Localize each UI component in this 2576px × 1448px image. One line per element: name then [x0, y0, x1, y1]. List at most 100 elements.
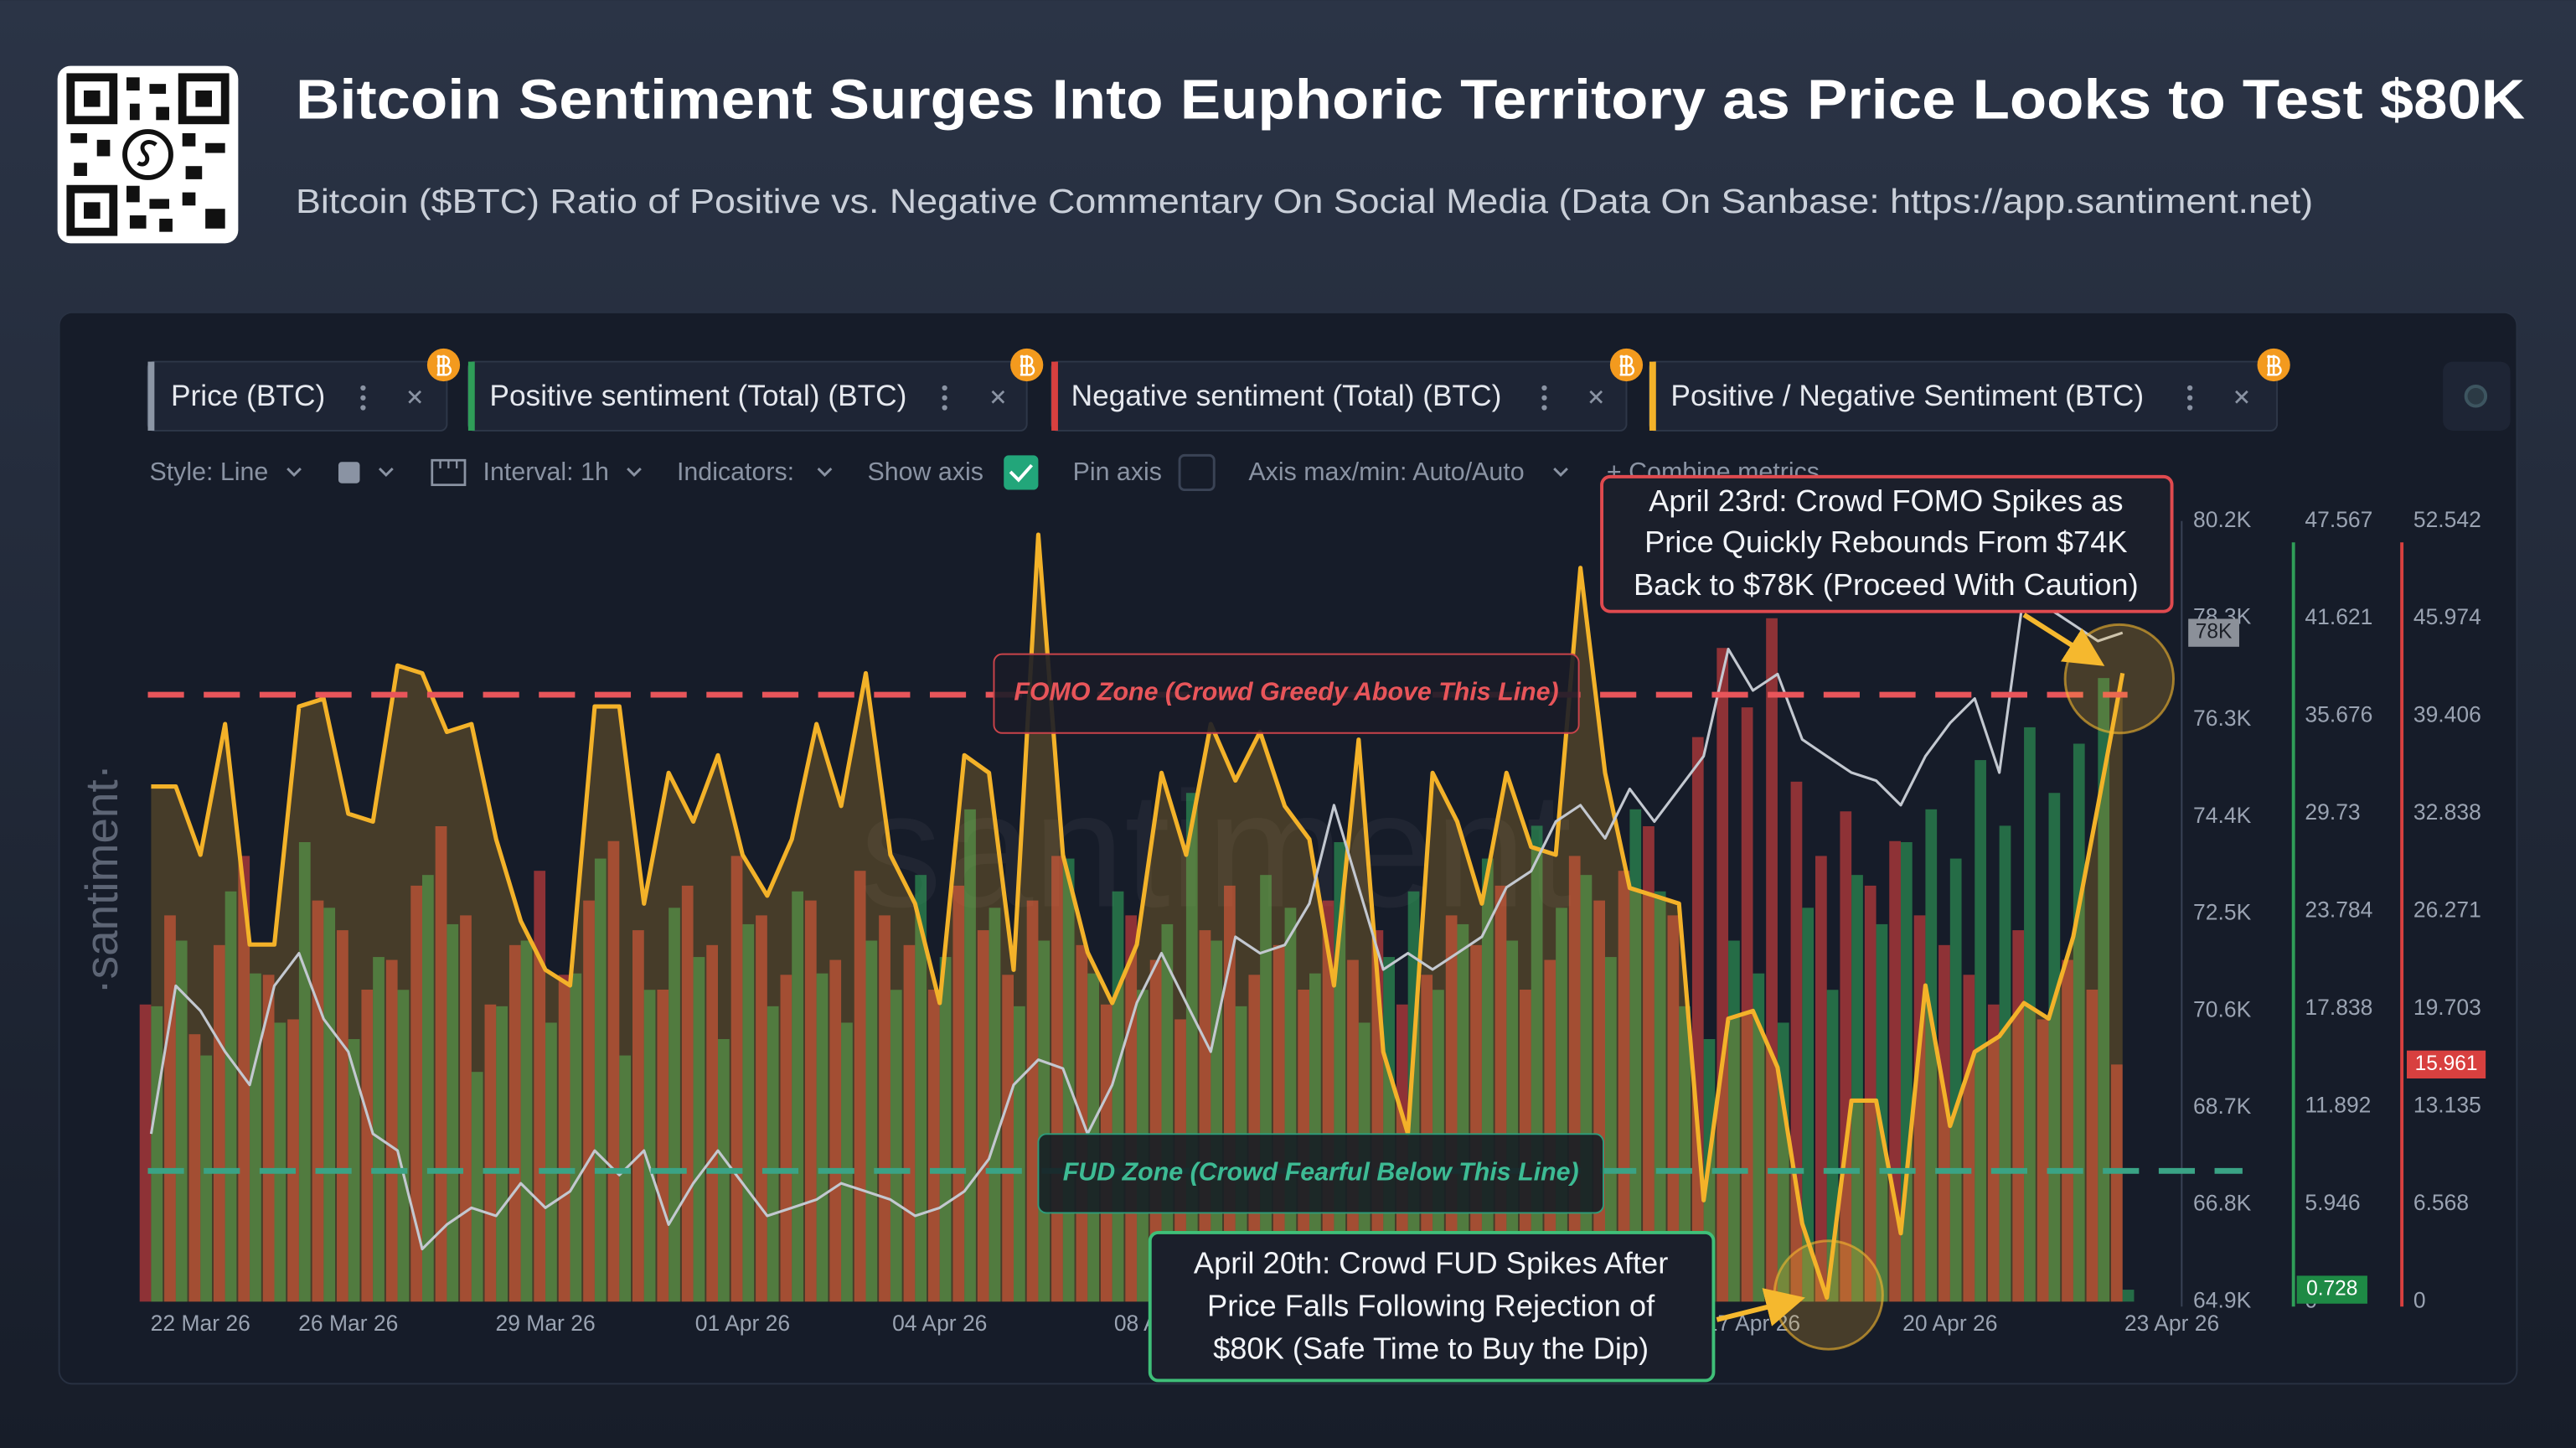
- x-tick-label: 20 Apr 26: [1902, 1311, 1997, 1336]
- price-tick-label: 74.4K: [2193, 803, 2252, 828]
- chip-label[interactable]: Positive / Negative Sentiment (BTC): [1670, 380, 2144, 412]
- fud-label: FUD Zone (Crowd Fearful Below This Line): [1063, 1157, 1579, 1186]
- show-axis-label[interactable]: Show axis: [867, 458, 983, 486]
- bar: [1949, 858, 1962, 1302]
- bar: [484, 1004, 497, 1302]
- toggle-button[interactable]: [2443, 361, 2511, 431]
- bar: [2086, 990, 2098, 1302]
- bar: [1925, 809, 1938, 1302]
- bar: [657, 990, 669, 1302]
- show-axis-checkbox[interactable]: [1004, 455, 1039, 490]
- color-swatch[interactable]: [338, 462, 360, 484]
- price-line: [149, 590, 2124, 1251]
- callout-line: $80K (Safe Time to Buy the Dip): [1213, 1332, 1649, 1366]
- bar: [287, 1019, 299, 1302]
- positive-tick-label: 47.567: [2305, 507, 2372, 532]
- axis-range-control[interactable]: Axis max/min: Auto/Auto: [1248, 458, 1524, 486]
- bar: [534, 871, 546, 1302]
- bar: [447, 923, 459, 1302]
- callout-fomo: April 23rd: Crowd FOMO Spikes as Price Q…: [1600, 474, 2174, 613]
- chip-label[interactable]: Positive sentiment (Total) (BTC): [489, 380, 906, 412]
- positive-badge: [2296, 1275, 2367, 1304]
- pin-axis-checkbox[interactable]: [1178, 453, 1216, 492]
- bar: [348, 1038, 360, 1302]
- bar: [2048, 793, 2061, 1302]
- callout-line: Price Falls Following Rejection of: [1207, 1289, 1655, 1323]
- bar: [164, 915, 176, 1302]
- qr-code: [57, 65, 239, 244]
- negative-tick-label: 52.542: [2413, 507, 2481, 532]
- bar: [977, 930, 989, 1302]
- negative-tick-label: 26.271: [2413, 897, 2481, 923]
- bar: [1987, 1004, 2000, 1302]
- pin-axis-label[interactable]: Pin axis: [1073, 458, 1162, 486]
- chip-label[interactable]: Negative sentiment (Total) (BTC): [1071, 380, 1502, 412]
- price-tick-label: 70.6K: [2193, 996, 2252, 1021]
- bar: [262, 975, 275, 1302]
- metric-chip[interactable]: Positive sentiment (Total) (BTC): [467, 360, 1028, 432]
- bar: [1851, 875, 1863, 1302]
- interval-control[interactable]: Interval: 1h: [483, 458, 609, 486]
- bar: [2037, 1019, 2049, 1302]
- bar: [397, 990, 410, 1302]
- bar: [669, 908, 680, 1302]
- bar: [422, 875, 434, 1302]
- bitcoin-badge: [426, 348, 2290, 382]
- metric-chip[interactable]: Negative sentiment (Total) (BTC): [1051, 360, 1628, 432]
- bar: [175, 940, 188, 1302]
- bar: [1741, 707, 1753, 1302]
- style-control[interactable]: Style: Line: [149, 458, 268, 486]
- bar: [471, 1072, 483, 1302]
- bar: [915, 875, 927, 1302]
- bar: [1618, 871, 1630, 1302]
- bar: [1604, 957, 1617, 1302]
- negative-badge-label: 15.961: [2415, 1052, 2478, 1075]
- bar: [274, 1022, 287, 1302]
- bar: [928, 990, 940, 1302]
- chip-label[interactable]: Price (BTC): [171, 380, 325, 412]
- badges-layer: 78K 0.728 15.961: [2188, 618, 2486, 1304]
- callout-line: April 23rd: Crowd FOMO Spikes as: [1649, 484, 2123, 518]
- negative-tick-label: 45.974: [2413, 604, 2481, 629]
- bar: [1347, 959, 1359, 1302]
- bar: [1629, 809, 1642, 1302]
- bar: [854, 871, 866, 1302]
- price-badge-label: 78K: [2196, 621, 2233, 644]
- metric-chip[interactable]: Price (BTC): [147, 360, 448, 432]
- price-tick-label: 72.5K: [2193, 900, 2252, 925]
- bar: [816, 973, 829, 1302]
- bar: [545, 1022, 557, 1302]
- bar: [1864, 885, 1877, 1302]
- bar: [2111, 1064, 2123, 1302]
- bar: [1383, 957, 1395, 1302]
- bar: [742, 923, 755, 1302]
- indicators-control[interactable]: Indicators:: [677, 458, 794, 486]
- subtitle: Bitcoin ($BTC) Ratio of Positive vs. Neg…: [296, 182, 2313, 220]
- bar: [2062, 959, 2073, 1302]
- bar: [767, 1006, 779, 1302]
- fomo-label: FOMO Zone (Crowd Greedy Above This Line): [1014, 678, 1558, 706]
- bar: [780, 975, 792, 1302]
- metric-chip[interactable]: Positive / Negative Sentiment (BTC): [1648, 360, 2279, 432]
- price-tick-label: 80.2K: [2193, 507, 2252, 532]
- bar: [460, 915, 472, 1302]
- watermark: santiment: [860, 758, 1572, 942]
- bar: [1766, 618, 1778, 1302]
- negative-tick-label: 19.703: [2413, 995, 2481, 1020]
- zones-layer: [147, 691, 2243, 1174]
- bar: [139, 1004, 152, 1302]
- bar: [1149, 959, 1162, 1302]
- bar: [1753, 973, 1765, 1302]
- positive-tick-label: 23.784: [2305, 897, 2372, 923]
- positive-tick-label: 17.838: [2305, 995, 2372, 1020]
- x-tick-label: 04 Apr 26: [892, 1311, 987, 1336]
- positive-tick-label: 35.676: [2305, 702, 2372, 727]
- bar: [693, 957, 705, 1302]
- bar: [1544, 959, 1556, 1302]
- bar: [373, 957, 385, 1302]
- bar: [879, 915, 891, 1302]
- bar: [865, 940, 878, 1302]
- negative-tick-label: 13.135: [2413, 1092, 2481, 1117]
- bar: [361, 990, 374, 1302]
